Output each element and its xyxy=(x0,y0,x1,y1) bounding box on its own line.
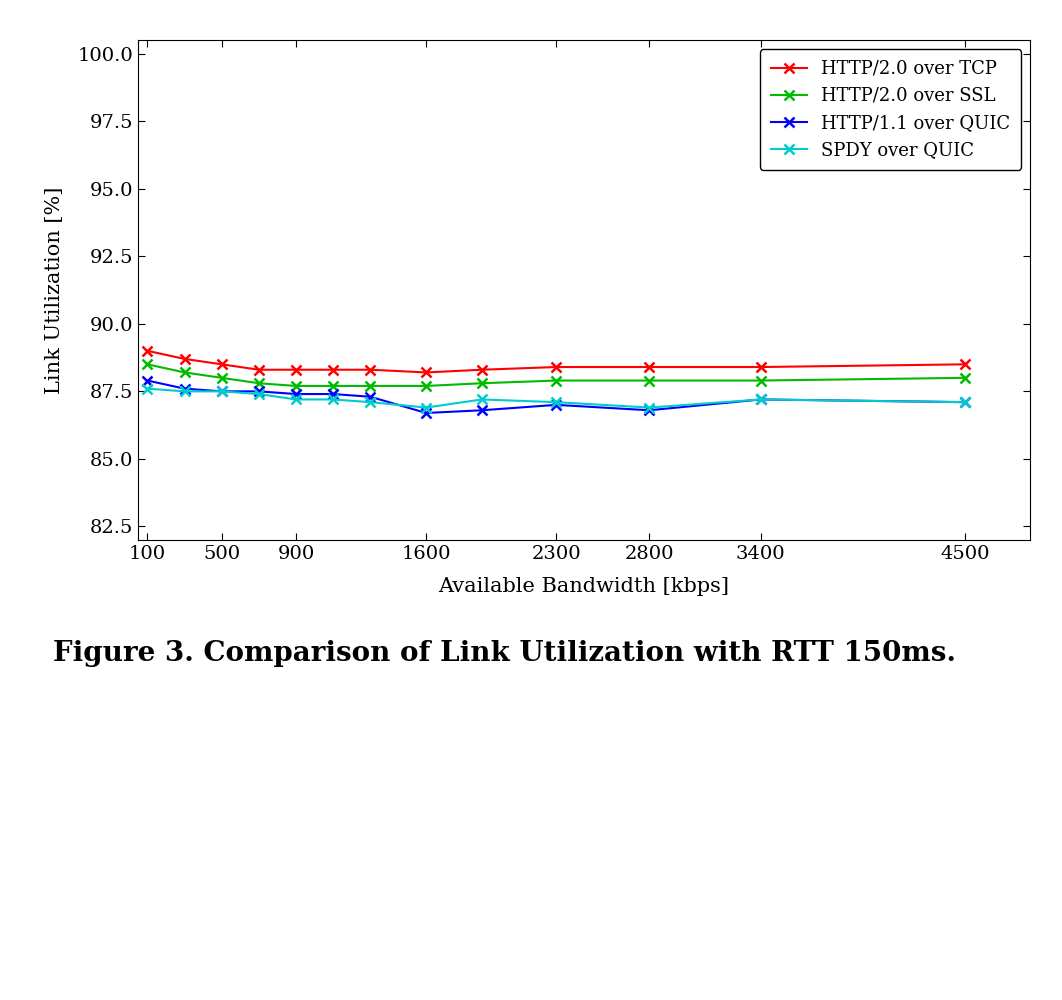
HTTP/2.0 over TCP xyxy=(216,358,228,370)
SPDY over QUIC xyxy=(327,393,340,405)
Legend: HTTP/2.0 over TCP, HTTP/2.0 over SSL, HTTP/1.1 over QUIC, SPDY over QUIC: HTTP/2.0 over TCP, HTTP/2.0 over SSL, HT… xyxy=(759,49,1021,170)
HTTP/2.0 over TCP xyxy=(419,366,432,378)
HTTP/2.0 over TCP xyxy=(959,358,972,370)
HTTP/2.0 over SSL xyxy=(216,372,228,384)
HTTP/2.0 over SSL xyxy=(327,380,340,392)
HTTP/2.0 over SSL xyxy=(290,380,303,392)
HTTP/2.0 over TCP xyxy=(141,345,154,357)
Text: Figure 3. Comparison of Link Utilization with RTT 150ms.: Figure 3. Comparison of Link Utilization… xyxy=(53,640,956,667)
HTTP/2.0 over SSL xyxy=(141,358,154,370)
SPDY over QUIC xyxy=(550,396,563,408)
HTTP/1.1 over QUIC xyxy=(754,393,767,405)
SPDY over QUIC xyxy=(419,402,432,414)
SPDY over QUIC xyxy=(216,385,228,397)
Line: HTTP/2.0 over TCP: HTTP/2.0 over TCP xyxy=(142,346,970,377)
HTTP/1.1 over QUIC xyxy=(327,388,340,400)
HTTP/2.0 over SSL xyxy=(253,377,266,389)
Line: HTTP/2.0 over SSL: HTTP/2.0 over SSL xyxy=(142,359,970,391)
HTTP/1.1 over QUIC xyxy=(290,388,303,400)
HTTP/1.1 over QUIC xyxy=(643,404,655,416)
HTTP/2.0 over TCP xyxy=(550,361,563,373)
HTTP/1.1 over QUIC xyxy=(419,407,432,419)
SPDY over QUIC xyxy=(290,393,303,405)
HTTP/2.0 over TCP xyxy=(178,353,191,365)
X-axis label: Available Bandwidth [kbps]: Available Bandwidth [kbps] xyxy=(439,577,730,596)
HTTP/2.0 over TCP xyxy=(364,364,377,376)
HTTP/1.1 over QUIC xyxy=(550,399,563,411)
Line: SPDY over QUIC: SPDY over QUIC xyxy=(142,384,970,412)
SPDY over QUIC xyxy=(643,402,655,414)
HTTP/2.0 over SSL xyxy=(178,366,191,378)
HTTP/2.0 over TCP xyxy=(754,361,767,373)
Line: HTTP/1.1 over QUIC: HTTP/1.1 over QUIC xyxy=(142,376,970,418)
HTTP/1.1 over QUIC xyxy=(364,391,377,403)
HTTP/2.0 over TCP xyxy=(327,364,340,376)
HTTP/2.0 over SSL xyxy=(754,375,767,387)
SPDY over QUIC xyxy=(476,393,489,405)
SPDY over QUIC xyxy=(178,385,191,397)
HTTP/2.0 over TCP xyxy=(476,364,489,376)
HTTP/2.0 over TCP xyxy=(290,364,303,376)
HTTP/1.1 over QUIC xyxy=(959,396,972,408)
SPDY over QUIC xyxy=(364,396,377,408)
HTTP/2.0 over SSL xyxy=(959,372,972,384)
SPDY over QUIC xyxy=(253,388,266,400)
HTTP/1.1 over QUIC xyxy=(253,385,266,397)
HTTP/2.0 over SSL xyxy=(364,380,377,392)
HTTP/2.0 over SSL xyxy=(476,377,489,389)
HTTP/2.0 over TCP xyxy=(253,364,266,376)
SPDY over QUIC xyxy=(754,393,767,405)
HTTP/2.0 over TCP xyxy=(643,361,655,373)
HTTP/1.1 over QUIC xyxy=(178,383,191,395)
SPDY over QUIC xyxy=(141,383,154,395)
HTTP/1.1 over QUIC xyxy=(216,385,228,397)
HTTP/2.0 over SSL xyxy=(550,375,563,387)
HTTP/1.1 over QUIC xyxy=(141,375,154,387)
HTTP/2.0 over SSL xyxy=(419,380,432,392)
Y-axis label: Link Utilization [%]: Link Utilization [%] xyxy=(45,186,64,394)
SPDY over QUIC xyxy=(959,396,972,408)
HTTP/2.0 over SSL xyxy=(643,375,655,387)
HTTP/1.1 over QUIC xyxy=(476,404,489,416)
